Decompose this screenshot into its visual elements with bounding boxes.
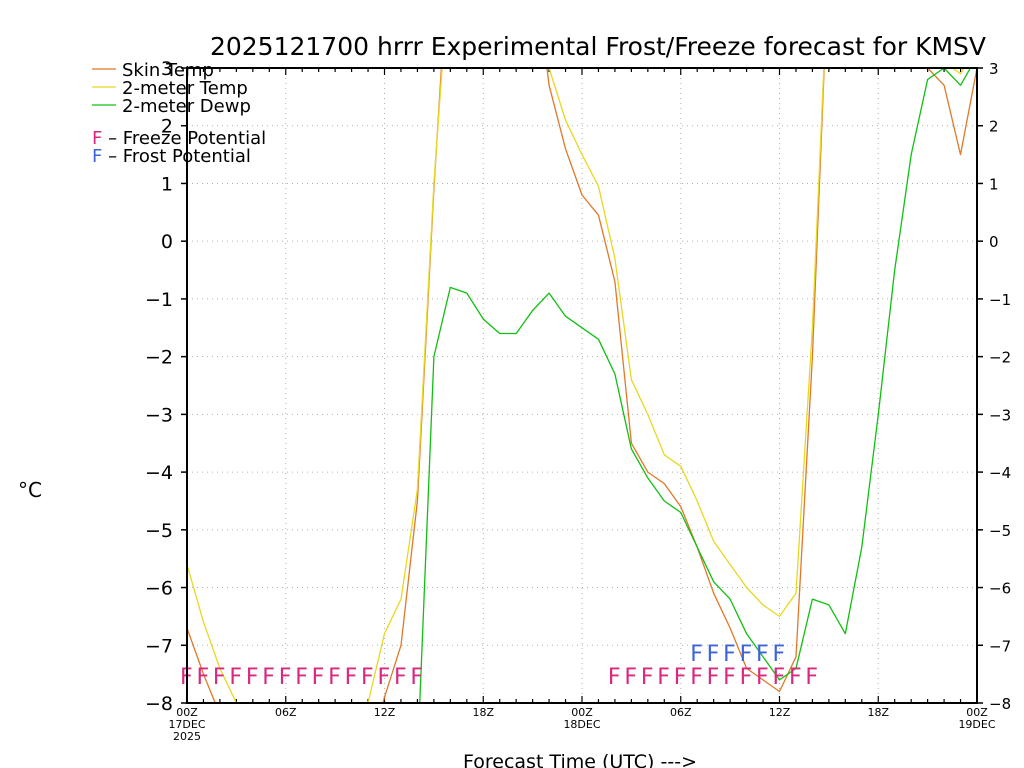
legend: Skin Temp 2-meter Temp 2-meter Dewp F – …	[92, 60, 266, 167]
legend-label-2m-temp: 2-meter Temp	[122, 78, 248, 99]
freeze-potential-overnight-2-marker: F	[707, 665, 720, 690]
x-tick-label: 18Z	[867, 706, 889, 719]
freeze-potential-overnight-1-marker: F	[361, 665, 374, 690]
y-axis-label: °C	[18, 478, 42, 502]
freeze-potential-overnight-2-marker: F	[641, 665, 654, 690]
y-tick-label-right: 2	[989, 118, 999, 136]
x-tick-label: 18Z	[472, 706, 494, 719]
y-tick-label-right: 1	[989, 175, 999, 193]
x-tick-label: 17DEC	[168, 718, 205, 731]
freeze-potential-overnight-1-marker: F	[345, 665, 358, 690]
y-tick-label-right: −1	[989, 291, 1011, 309]
freeze-potential-overnight-1-marker: F	[229, 665, 242, 690]
x-tick-label: 06Z	[670, 706, 692, 719]
legend-freeze-potential: F – Freeze Potential	[92, 128, 266, 149]
freeze-potential-overnight-1-marker: F	[295, 665, 308, 690]
y-tick-label-right: −4	[989, 464, 1011, 482]
y-tick-label-left: 2	[161, 116, 173, 138]
y-tick-label-right: −5	[989, 522, 1011, 540]
y-tick-label-right: −6	[989, 580, 1011, 598]
series-line-skin-temp	[187, 68, 977, 703]
legend-freeze-symbol: F	[92, 128, 102, 149]
frost-potential-marker: F	[756, 642, 769, 667]
freeze-potential-overnight-1-marker: F	[312, 665, 325, 690]
freeze-potential-overnight-2-marker: F	[805, 665, 818, 690]
y-tick-label-right: −3	[989, 406, 1011, 424]
frost-freeze-flags: F F F F F F F F F F F F F F F F F F F F F F F F F F F FF F F F F F	[180, 642, 818, 690]
x-axis-label: Forecast Time (UTC) --->	[463, 751, 697, 768]
x-tick-label: 12Z	[374, 706, 396, 719]
y-tick-label-left: −1	[145, 289, 173, 311]
x-tick-label: 00Z	[571, 706, 593, 719]
y-tick-label-right: −8	[989, 695, 1011, 713]
frost-potential-marker: F	[707, 642, 720, 667]
legend-frost-symbol: F	[92, 146, 102, 167]
legend-freeze-label: – Freeze Potential	[102, 128, 266, 149]
frost-potential-marker: F	[773, 642, 786, 667]
freeze-potential-overnight-2-marker: F	[773, 665, 786, 690]
freeze-potential-overnight-1-marker: F	[279, 665, 292, 690]
freeze-potential-overnight-2-marker: F	[674, 665, 687, 690]
y-tick-label-left: −8	[145, 693, 173, 715]
series-lines	[187, 68, 977, 703]
legend-frost-label: – Frost Potential	[102, 146, 251, 167]
y-tick-label-left: −3	[145, 404, 173, 426]
x-tick-label: 00Z	[966, 706, 988, 719]
y-tick-label-right: 3	[989, 60, 999, 78]
y-tick-label-left: −2	[145, 347, 173, 369]
freeze-potential-overnight-2-marker: F	[740, 665, 753, 690]
freeze-potential-overnight-1-marker: F	[378, 665, 391, 690]
x-tick-label: 00Z	[176, 706, 198, 719]
frost-potential-marker: F	[723, 642, 736, 667]
series-line-2-meter-dewp	[419, 68, 972, 703]
y-tick-label-left: −4	[145, 462, 173, 484]
x-tick-label: 19DEC	[958, 718, 995, 731]
plot-frame	[186, 67, 978, 704]
frost-potential-marker: F	[690, 642, 703, 667]
freeze-potential-overnight-1-marker: F	[213, 665, 226, 690]
freeze-potential-overnight-1-marker: F	[262, 665, 275, 690]
y-tick-label-left: 1	[161, 173, 173, 195]
freeze-potential-overnight-2-marker: F	[624, 665, 637, 690]
frost-potential-marker: F	[740, 642, 753, 667]
freeze-potential-overnight-1-marker: F	[246, 665, 259, 690]
freeze-potential-overnight-2-marker: F	[657, 665, 670, 690]
y-tick-label-left: 0	[161, 231, 173, 253]
series-line-2-meter-temp	[187, 68, 965, 703]
chart-title: 2025121700 hrrr Experimental Frost/Freez…	[210, 32, 986, 61]
grid-lines	[187, 68, 977, 703]
freeze-potential-overnight-1-marker: F	[394, 665, 407, 690]
freeze-potential-overnight-2-marker: F	[690, 665, 703, 690]
legend-label-2m-dewp: 2-meter Dewp	[122, 96, 251, 117]
freeze-potential-overnight-2-marker: F	[789, 665, 802, 690]
y-tick-label-right: −2	[989, 349, 1011, 367]
y-tick-label-left: −5	[145, 520, 173, 542]
freeze-potential-overnight-2-marker: F	[756, 665, 769, 690]
freeze-potential-overnight-1-marker: F	[410, 665, 423, 690]
legend-label-skin-temp: Skin Temp	[122, 60, 214, 81]
x-tick-label: 2025	[173, 730, 201, 743]
y-tick-label-right: −7	[989, 637, 1011, 655]
freeze-potential-overnight-1-marker: F	[328, 665, 341, 690]
y-tick-label-left: −6	[145, 578, 173, 600]
freeze-potential-overnight-2-marker: F	[608, 665, 621, 690]
freeze-potential-overnight-2-marker: F	[723, 665, 736, 690]
legend-frost-potential: F – Frost Potential	[92, 146, 251, 167]
x-tick-label: 06Z	[275, 706, 297, 719]
y-tick-label-right: 0	[989, 233, 999, 251]
y-tick-label-left: 3	[161, 58, 173, 80]
freeze-potential-overnight-1-marker: F	[196, 665, 209, 690]
y-tick-label-left: −7	[145, 635, 173, 657]
x-tick-label: 18DEC	[563, 718, 600, 731]
x-tick-label: 12Z	[769, 706, 791, 719]
